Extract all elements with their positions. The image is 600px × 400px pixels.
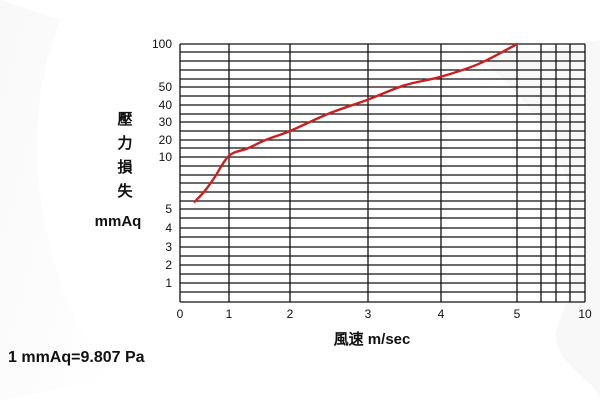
y-tick-label: 5: [165, 202, 172, 216]
x-tick-label: 3: [365, 307, 372, 321]
label-layer: 0 1 2 3 4 5 10 100 50 40 30 20 10 5 4 3 2 1: [152, 37, 592, 321]
y-axis-label-char: 力: [117, 134, 132, 152]
y-axis-label-char: 損: [117, 158, 133, 176]
background-swoosh: [480, 40, 600, 400]
y-tick-label: 10: [159, 150, 173, 164]
x-axis-label: 風速 m/sec: [334, 330, 411, 348]
y-tick-label: 50: [159, 80, 173, 94]
y-tick-label: 2: [165, 258, 172, 272]
plot-grid: [179, 43, 586, 303]
y-tick-label: 4: [165, 221, 172, 235]
y-tick-label: 100: [152, 37, 172, 51]
y-tick-label: 20: [159, 133, 173, 147]
curve-layer: [193, 42, 519, 203]
x-tick-label: 10: [578, 307, 592, 321]
background-swoosh: [0, 0, 110, 400]
x-tick-label: 0: [177, 307, 184, 321]
y-axis-unit: mmAq: [95, 213, 142, 230]
x-tick-label: 2: [287, 307, 294, 321]
x-tick-label: 1: [226, 307, 233, 321]
x-tick-label: 5: [514, 307, 521, 321]
x-tick-label: 4: [438, 307, 445, 321]
y-axis-label-char: 失: [117, 182, 133, 200]
unit-conversion-note: 1 mmAq=9.807 Pa: [8, 349, 145, 366]
y-tick-label: 40: [159, 98, 173, 112]
y-tick-label: 30: [159, 115, 173, 129]
y-tick-label: 1: [165, 276, 172, 290]
pressure-loss-curve: [193, 42, 519, 203]
y-axis-label-char: 壓: [117, 111, 132, 128]
y-tick-label: 3: [165, 240, 172, 254]
